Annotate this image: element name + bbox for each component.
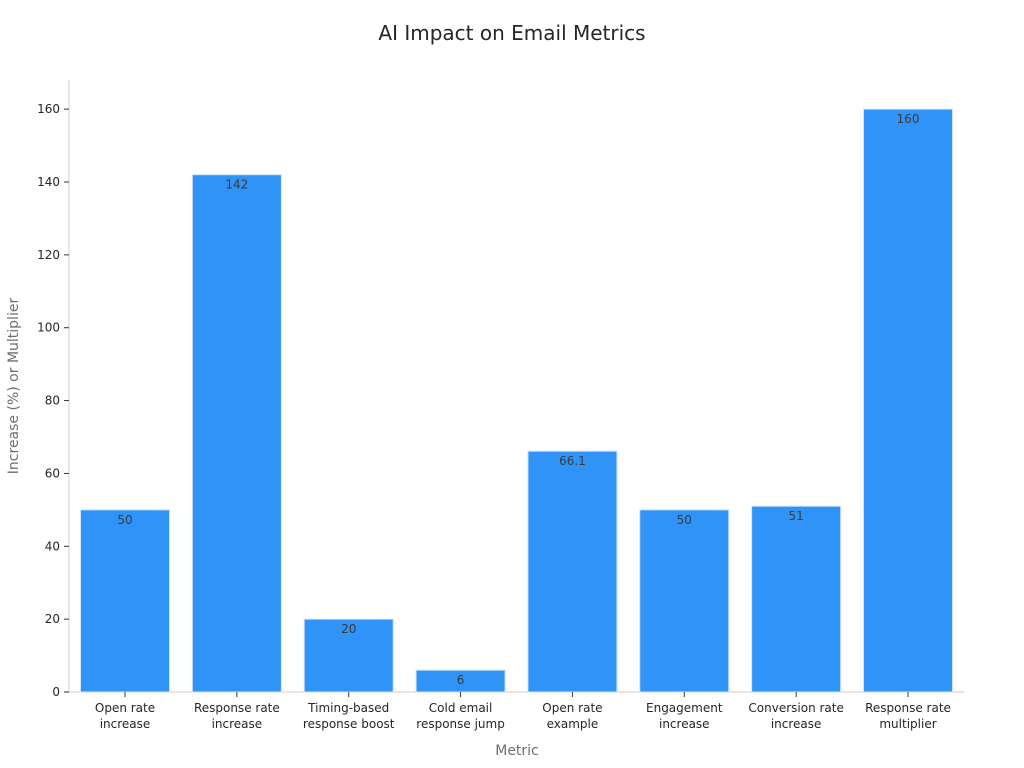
x-category-label: increase xyxy=(771,717,822,731)
x-category-label: response boost xyxy=(303,717,395,731)
x-category-label: Conversion rate xyxy=(748,701,843,715)
x-category-label: multiplier xyxy=(879,717,936,731)
bar-value-label: 50 xyxy=(677,513,692,527)
y-tick-label: 60 xyxy=(45,466,60,480)
bar xyxy=(191,174,282,693)
bars xyxy=(80,108,953,693)
bar xyxy=(303,618,394,693)
bar-value-label: 6 xyxy=(457,673,465,687)
x-category-label: Timing-based xyxy=(307,701,389,715)
x-category-label: Open rate xyxy=(542,701,602,715)
bar xyxy=(751,505,842,693)
y-tick-label: 160 xyxy=(37,102,60,116)
bar-value-label: 160 xyxy=(897,112,920,126)
y-tick-label: 140 xyxy=(37,175,60,189)
x-category-label: Response rate xyxy=(194,701,280,715)
bar-value-label: 66.1 xyxy=(559,454,586,468)
data-labels: 50 142 20 6 66.1 50 51 160 xyxy=(117,112,919,687)
bar xyxy=(80,509,170,693)
y-axis-ticks: 0 20 40 60 80 100 120 140 160 xyxy=(37,102,69,699)
chart-title: AI Impact on Email Metrics xyxy=(378,21,645,45)
x-category-label: Engagement xyxy=(646,701,723,715)
y-tick-label: 40 xyxy=(45,539,60,553)
y-tick-label: 120 xyxy=(37,248,60,262)
x-category-label: Open rate xyxy=(95,701,155,715)
y-tick-label: 80 xyxy=(45,394,60,408)
x-axis-label: Metric xyxy=(495,743,539,759)
bar xyxy=(527,450,618,693)
x-category-label: Response rate xyxy=(865,701,951,715)
y-tick-label: 0 xyxy=(52,685,60,699)
x-axis-category-labels: Open rate increase Response rate increase Ti… xyxy=(95,692,951,731)
bar xyxy=(639,509,730,693)
y-axis-label: Increase (%) or Multiplier xyxy=(6,298,22,475)
bar-value-label: 142 xyxy=(225,178,248,192)
x-category-label: response jump xyxy=(416,717,505,731)
bar-value-label: 50 xyxy=(117,513,132,527)
bar-value-label: 20 xyxy=(341,622,356,636)
bar xyxy=(863,108,953,693)
x-category-label: increase xyxy=(659,717,710,731)
y-tick-label: 20 xyxy=(45,612,60,626)
x-category-label: Cold email xyxy=(429,701,493,715)
x-category-label: example xyxy=(547,717,599,731)
x-category-label: increase xyxy=(212,717,263,731)
x-category-label: increase xyxy=(100,717,151,731)
y-tick-label: 100 xyxy=(37,321,60,335)
bar-value-label: 51 xyxy=(789,509,804,523)
